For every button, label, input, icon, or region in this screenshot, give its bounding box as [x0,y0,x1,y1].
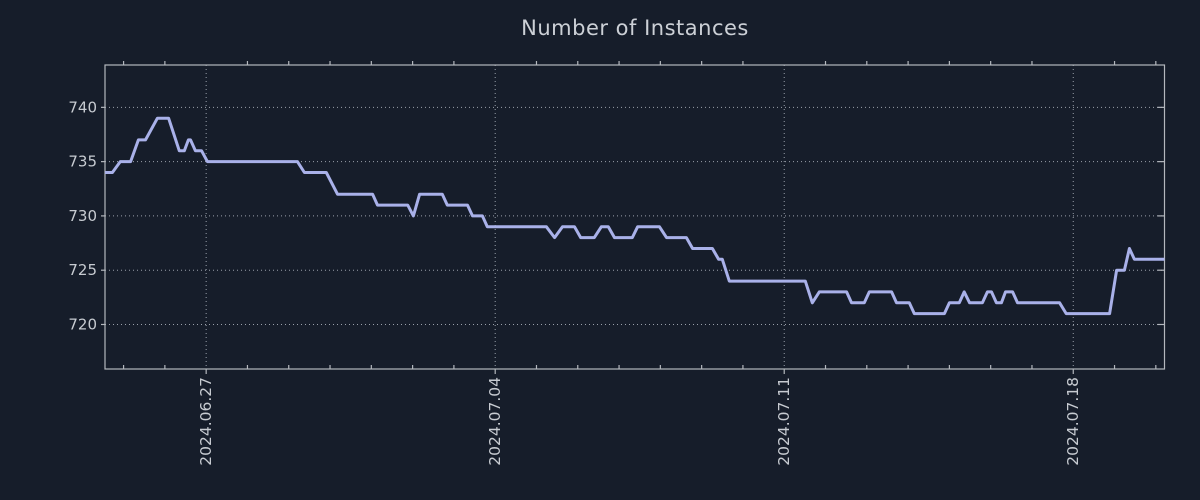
y-tick-label: 730 [68,207,97,225]
y-tick-label: 735 [68,153,97,171]
y-tick-label: 720 [68,315,97,333]
x-tick-label: 2024.06.27 [197,377,215,466]
x-tick-label: 2024.07.18 [1064,377,1082,466]
x-tick-label: 2024.07.04 [486,377,504,466]
data-line-instances [105,116,1165,316]
y-tick-label: 725 [68,261,97,279]
axis-frame [104,64,1166,370]
y-tick-label: 740 [68,98,97,116]
chart-title: Number of Instances [521,16,749,40]
x-tick-label: 2024.07.11 [775,377,793,466]
